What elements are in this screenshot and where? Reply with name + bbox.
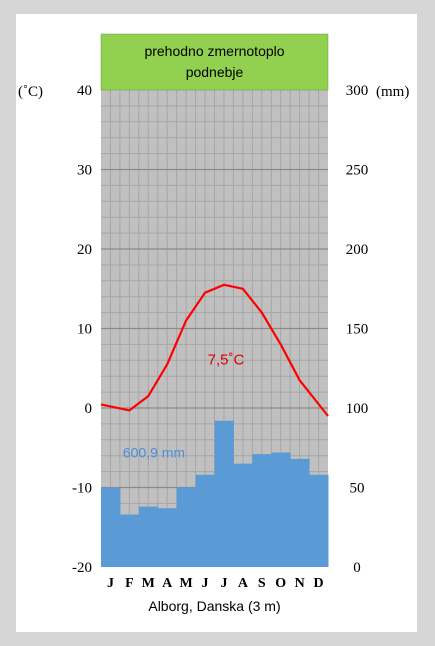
temperature-tick-label: -10 bbox=[72, 481, 92, 497]
month-label: O bbox=[275, 576, 286, 591]
left-axis-unit: (˚C) bbox=[18, 84, 43, 100]
precip-bar bbox=[195, 474, 215, 567]
precip-bar bbox=[271, 452, 291, 567]
month-label: A bbox=[238, 576, 249, 591]
month-label: J bbox=[202, 576, 209, 591]
temperature-tick-label: 20 bbox=[77, 242, 92, 258]
month-label: F bbox=[125, 576, 134, 591]
annual-precipitation-label: 600,9 mm bbox=[123, 444, 185, 460]
precip-bar bbox=[214, 420, 234, 567]
chart-caption: Alborg, Danska (3 m) bbox=[148, 598, 280, 614]
month-label: A bbox=[162, 576, 173, 591]
precipitation-tick-label: 200 bbox=[346, 242, 369, 258]
month-label: M bbox=[142, 576, 155, 591]
precip-bar bbox=[119, 514, 140, 567]
temperature-tick-label: 10 bbox=[77, 322, 92, 338]
precip-bar bbox=[290, 458, 310, 567]
precip-bar bbox=[233, 463, 253, 567]
chart-title-line-1: prehodno zmernotoplo bbox=[144, 43, 284, 59]
chart-title-box bbox=[100, 33, 329, 91]
precipitation-tick-label: 250 bbox=[346, 163, 369, 179]
temperature-tick-label: -20 bbox=[72, 560, 92, 576]
precip-bar bbox=[176, 487, 197, 567]
precipitation-tick-label: 300 bbox=[346, 83, 369, 99]
precipitation-tick-label: 50 bbox=[350, 481, 365, 497]
right-axis-unit: (mm) bbox=[376, 84, 409, 100]
month-label: N bbox=[295, 576, 305, 591]
precip-bar bbox=[138, 506, 159, 567]
temperature-line bbox=[100, 283, 329, 417]
month-label: D bbox=[313, 576, 323, 591]
month-label: J bbox=[107, 576, 114, 591]
precip-bar bbox=[101, 487, 121, 567]
month-label: J bbox=[220, 576, 227, 591]
climate-chart: prehodno zmernotoplo podnebje (˚C) (mm) … bbox=[18, 33, 409, 614]
precip-bar bbox=[309, 474, 329, 567]
temperature-tick-label: 30 bbox=[77, 163, 92, 179]
chart-title-line-2: podnebje bbox=[186, 64, 244, 80]
climate-chart-card: prehodno zmernotoplo podnebje (˚C) (mm) … bbox=[16, 14, 417, 632]
precipitation-tick-label: 150 bbox=[346, 322, 369, 338]
temperature-tick-label: 0 bbox=[85, 401, 93, 417]
month-label: S bbox=[258, 576, 266, 591]
precipitation-tick-label: 100 bbox=[346, 401, 369, 417]
precipitation-tick-label: 0 bbox=[353, 560, 361, 576]
month-label: M bbox=[180, 576, 193, 591]
annual-temperature-label: 7,5˚C bbox=[208, 351, 245, 368]
precip-bar bbox=[252, 454, 272, 567]
precip-bar bbox=[157, 508, 178, 567]
temperature-tick-label: 40 bbox=[77, 83, 92, 99]
